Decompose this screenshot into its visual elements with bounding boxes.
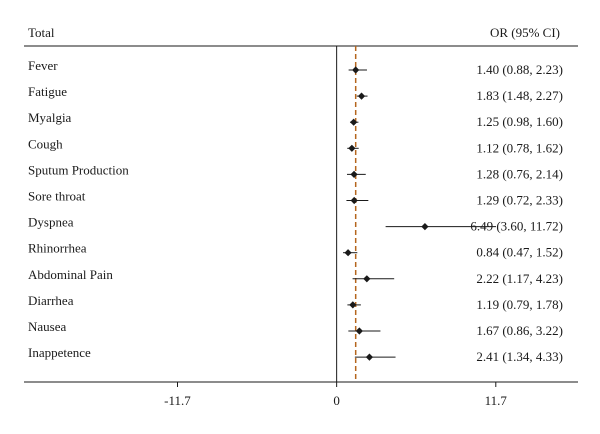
- forest-row: Sputum Production 1.28 (0.76, 2.14): [28, 162, 563, 181]
- rows-layer: Fever 1.40 (0.88, 2.23) Fatigue 1.83 (1.48,…: [28, 46, 563, 382]
- forest-row: Fever 1.40 (0.88, 2.23): [28, 58, 563, 77]
- forest-row: Cough 1.12 (0.78, 1.62): [28, 136, 563, 155]
- x-tick-label: 0: [333, 393, 340, 408]
- row-label: Diarrhea: [28, 293, 74, 308]
- or-marker: [344, 249, 352, 257]
- or-marker: [357, 92, 366, 100]
- row-or-ci-text: 1.28 (0.76, 2.14): [476, 166, 563, 181]
- x-axis: -11.7 0 11.7: [24, 381, 578, 408]
- row-or-ci-text: 1.19 (0.79, 1.78): [476, 297, 563, 312]
- x-tick-label: 11.7: [485, 393, 508, 408]
- forest-row: Dyspnea 6.49 (3.60, 11.72): [28, 215, 563, 234]
- header-right-label: OR (95% CI): [490, 25, 560, 40]
- forest-row: Inappetence 2.41 (1.34, 4.33): [28, 345, 563, 364]
- forest-row: Nausea 1.67 (0.86, 3.22): [28, 319, 563, 338]
- or-marker: [363, 275, 371, 283]
- row-label: Fatigue: [28, 84, 67, 99]
- row-label: Fever: [28, 58, 58, 73]
- forest-row: Abdominal Pain 2.22 (1.17, 4.23): [28, 267, 563, 286]
- forest-row: Myalgia 1.25 (0.98, 1.60): [28, 110, 563, 129]
- row-or-ci-text: 1.25 (0.98, 1.60): [476, 114, 563, 129]
- row-or-ci-text: 6.49 (3.60, 11.72): [470, 219, 563, 234]
- row-label: Rhinorrhea: [28, 241, 87, 256]
- row-or-ci-text: 1.12 (0.78, 1.62): [476, 140, 563, 155]
- row-label: Sore throat: [28, 189, 86, 204]
- row-or-ci-text: 2.41 (1.34, 4.33): [476, 349, 563, 364]
- row-or-ci-text: 1.83 (1.48, 2.27): [476, 88, 563, 103]
- or-marker: [348, 144, 356, 152]
- row-label: Dyspnea: [28, 215, 74, 230]
- row-or-ci-text: 1.40 (0.88, 2.23): [476, 62, 563, 77]
- or-marker: [355, 327, 363, 335]
- forest-row: Sore throat 1.29 (0.72, 2.33): [28, 189, 563, 208]
- row-label: Nausea: [28, 319, 66, 334]
- row-label: Inappetence: [28, 345, 91, 360]
- row-or-ci-text: 1.67 (0.86, 3.22): [476, 323, 563, 338]
- or-marker: [349, 301, 357, 309]
- row-label: Cough: [28, 136, 63, 151]
- or-marker: [350, 170, 358, 178]
- row-label: Sputum Production: [28, 162, 129, 177]
- forest-row: Fatigue 1.83 (1.48, 2.27): [28, 84, 563, 103]
- row-label: Myalgia: [28, 110, 72, 125]
- forest-row: Rhinorrhea 0.84 (0.47, 1.52): [28, 241, 563, 260]
- header-left-label: Total: [28, 25, 55, 40]
- row-or-ci-text: 1.29 (0.72, 2.33): [476, 193, 563, 208]
- or-marker: [350, 196, 358, 205]
- row-or-ci-text: 0.84 (0.47, 1.52): [476, 245, 563, 260]
- or-marker: [352, 66, 360, 74]
- or-marker: [365, 353, 374, 361]
- x-tick-label: -11.7: [164, 393, 191, 408]
- or-marker: [421, 223, 429, 231]
- row-or-ci-text: 2.22 (1.17, 4.23): [476, 271, 563, 286]
- or-marker: [350, 118, 358, 126]
- row-label: Abdominal Pain: [28, 267, 113, 282]
- forest-row: Diarrhea 1.19 (0.79, 1.78): [28, 293, 563, 312]
